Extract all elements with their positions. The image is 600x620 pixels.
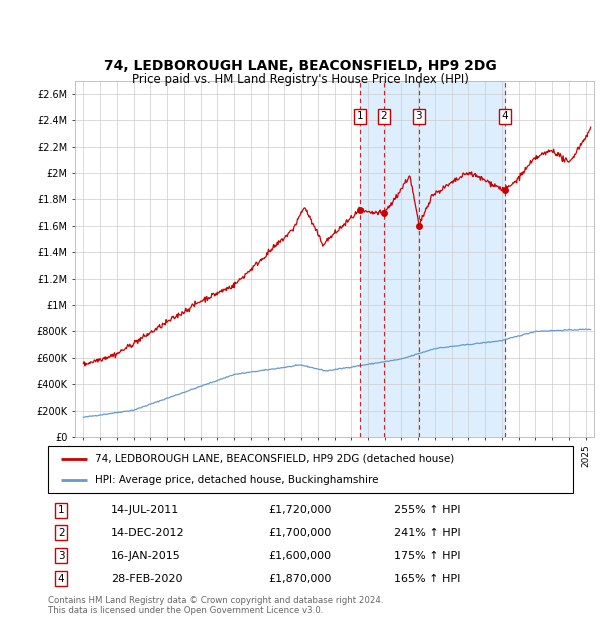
Text: 175% ↑ HPI: 175% ↑ HPI <box>395 551 461 560</box>
Text: £1,870,000: £1,870,000 <box>269 574 332 583</box>
Bar <box>360 81 505 437</box>
Text: 3: 3 <box>58 551 64 560</box>
Text: 165% ↑ HPI: 165% ↑ HPI <box>395 574 461 583</box>
Text: 241% ↑ HPI: 241% ↑ HPI <box>395 528 461 538</box>
Text: £1,600,000: £1,600,000 <box>269 551 332 560</box>
Text: 4: 4 <box>58 574 64 583</box>
Text: 4: 4 <box>501 111 508 122</box>
Text: 1: 1 <box>357 111 364 122</box>
Text: 74, LEDBOROUGH LANE, BEACONSFIELD, HP9 2DG: 74, LEDBOROUGH LANE, BEACONSFIELD, HP9 2… <box>104 59 496 73</box>
Text: 16-JAN-2015: 16-JAN-2015 <box>111 551 181 560</box>
Text: 14-DEC-2012: 14-DEC-2012 <box>111 528 185 538</box>
Text: 255% ↑ HPI: 255% ↑ HPI <box>395 505 461 515</box>
Text: 3: 3 <box>416 111 422 122</box>
FancyBboxPatch shape <box>48 446 573 493</box>
Text: £1,700,000: £1,700,000 <box>269 528 332 538</box>
Text: Contains HM Land Registry data © Crown copyright and database right 2024.: Contains HM Land Registry data © Crown c… <box>48 596 383 606</box>
Text: 2: 2 <box>380 111 387 122</box>
Text: 1: 1 <box>58 505 64 515</box>
Text: 28-FEB-2020: 28-FEB-2020 <box>111 574 182 583</box>
Text: Price paid vs. HM Land Registry's House Price Index (HPI): Price paid vs. HM Land Registry's House … <box>131 73 469 86</box>
Text: 14-JUL-2011: 14-JUL-2011 <box>111 505 179 515</box>
Text: 2: 2 <box>58 528 64 538</box>
Text: This data is licensed under the Open Government Licence v3.0.: This data is licensed under the Open Gov… <box>48 606 323 616</box>
Text: HPI: Average price, detached house, Buckinghamshire: HPI: Average price, detached house, Buck… <box>95 476 379 485</box>
Text: 74, LEDBOROUGH LANE, BEACONSFIELD, HP9 2DG (detached house): 74, LEDBOROUGH LANE, BEACONSFIELD, HP9 2… <box>95 454 455 464</box>
Text: £1,720,000: £1,720,000 <box>269 505 332 515</box>
